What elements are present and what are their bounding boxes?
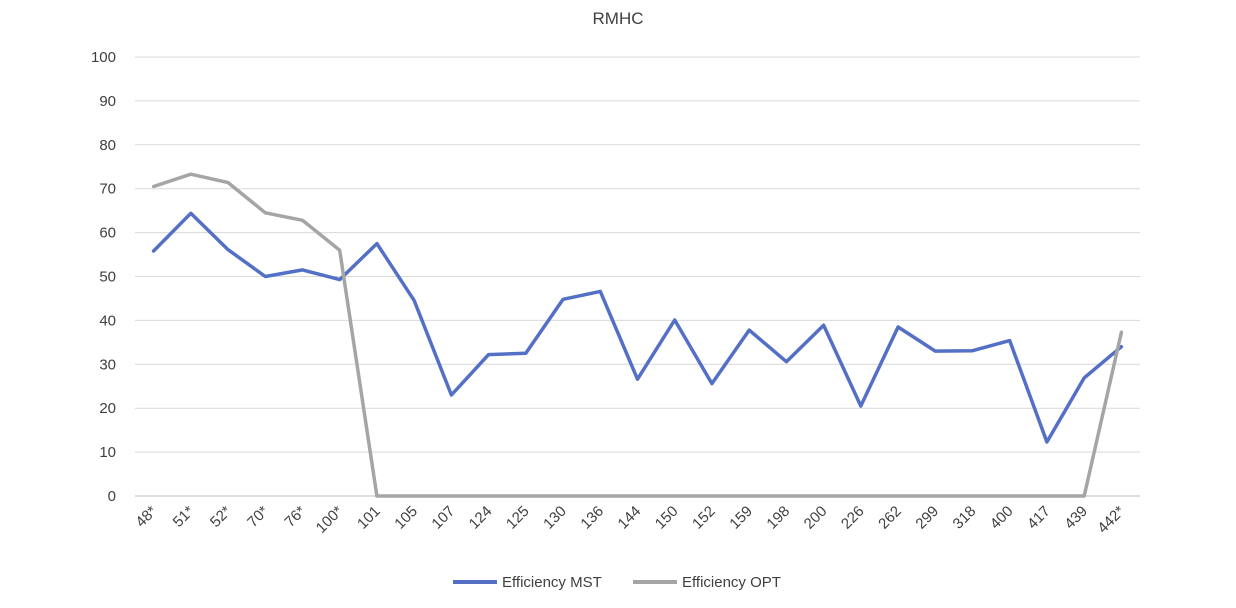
legend-label-mst: Efficiency MST — [502, 574, 602, 591]
x-tick-label: 107 — [428, 503, 458, 533]
x-tick-label: 159 — [726, 503, 756, 533]
x-axis-ticks: 48* 51* 52* 70* 76* 100* 101 105 107 124 125 130 136… — [132, 503, 1128, 537]
x-tick-label: 144 — [615, 503, 645, 533]
y-axis-ticks: 0 10 20 30 40 50 60 70 80 90 100 — [91, 49, 116, 505]
x-tick-label: 125 — [503, 503, 533, 533]
x-tick-label: 48* — [132, 503, 160, 531]
y-tick-label: 80 — [99, 137, 116, 154]
y-tick-label: 20 — [99, 400, 116, 417]
x-tick-label: 52* — [207, 503, 235, 531]
x-tick-label: 105 — [391, 503, 421, 533]
legend: Efficiency MST Efficiency OPT — [453, 574, 781, 591]
series-line-opt — [151, 172, 1124, 498]
x-tick-label: 318 — [950, 503, 980, 533]
x-tick-label: 400 — [987, 503, 1017, 533]
y-tick-label: 0 — [108, 488, 116, 505]
x-tick-label: 226 — [838, 503, 868, 533]
x-tick-label: 51* — [170, 503, 198, 531]
y-tick-label: 90 — [99, 93, 116, 110]
x-tick-label: 136 — [577, 503, 607, 533]
y-tick-label: 60 — [99, 225, 116, 242]
x-tick-label: 442* — [1094, 503, 1128, 537]
x-tick-label: 200 — [801, 503, 831, 533]
y-tick-label: 40 — [99, 312, 116, 329]
y-tick-label: 30 — [99, 356, 116, 373]
y-tick-label: 100 — [91, 49, 116, 66]
series-line-mst — [151, 211, 1124, 444]
x-tick-label: 101 — [354, 503, 384, 533]
x-tick-label: 124 — [466, 503, 496, 533]
series-lines — [151, 172, 1124, 498]
x-tick-label: 152 — [689, 503, 719, 533]
x-tick-label: 262 — [875, 503, 905, 533]
y-tick-label: 50 — [99, 269, 116, 286]
legend-label-opt: Efficiency OPT — [682, 574, 781, 591]
x-tick-label: 439 — [1061, 503, 1091, 533]
y-tick-label: 70 — [99, 181, 116, 198]
x-tick-label: 76* — [281, 503, 309, 531]
x-tick-label: 150 — [652, 503, 682, 533]
x-tick-label: 70* — [244, 503, 272, 531]
chart-title: RMHC — [593, 9, 644, 28]
x-tick-label: 198 — [763, 503, 793, 533]
y-tick-label: 10 — [99, 444, 116, 461]
x-tick-label: 417 — [1024, 503, 1054, 533]
grid-lines — [135, 56, 1140, 497]
x-tick-label: 299 — [912, 503, 942, 533]
x-tick-label: 130 — [540, 503, 570, 533]
x-tick-label: 100* — [313, 503, 347, 537]
